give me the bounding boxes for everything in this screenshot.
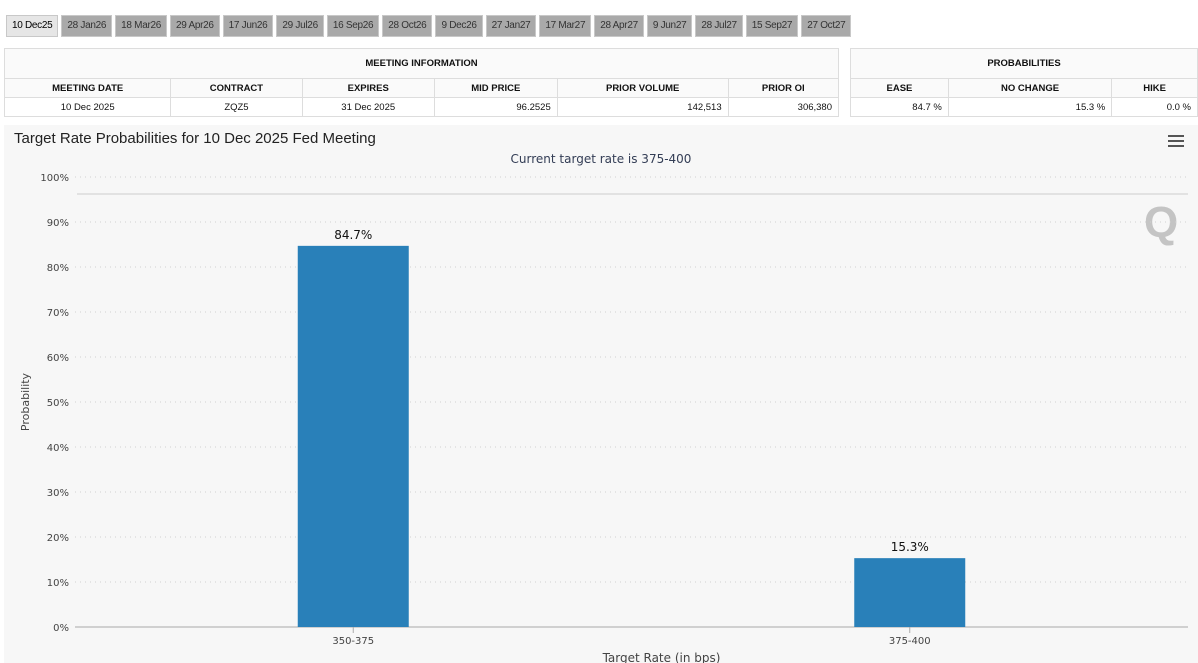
column-header: CONTRACT: [170, 78, 303, 98]
y-axis-title: Probability: [19, 372, 32, 431]
column-header: NO CHANGE: [947, 78, 1113, 98]
y-tick-label: 20%: [47, 533, 69, 544]
column-header: EXPIRES: [301, 78, 435, 98]
meeting-tab[interactable]: 10 Dec25: [6, 15, 59, 37]
column-header: EASE: [850, 78, 949, 98]
x-tick-label: 350-375: [332, 636, 374, 647]
chart-subtitle: Current target rate is 375-400: [510, 152, 692, 166]
meeting-tab[interactable]: 27 Oct27: [801, 15, 852, 37]
watermark-logo: Q: [1144, 198, 1178, 247]
table-cell: ZQZ5: [170, 97, 303, 117]
y-tick-label: 80%: [47, 263, 69, 274]
meeting-tab[interactable]: 16 Sep26: [326, 15, 380, 37]
meeting-info-title: MEETING INFORMATION: [4, 48, 839, 79]
table-cell: 84.7 %: [850, 97, 949, 117]
probabilities-title: PROBABILITIES: [850, 48, 1198, 79]
table-cell: 306,380: [727, 97, 840, 117]
table-cell: 31 Dec 2025: [301, 97, 435, 117]
column-header: HIKE: [1111, 78, 1198, 98]
meeting-tab[interactable]: 29 Apr26: [170, 15, 220, 37]
meeting-tab[interactable]: 9 Dec26: [435, 15, 483, 37]
x-tick-label: 375-400: [889, 636, 931, 647]
meeting-tab[interactable]: 17 Mar27: [539, 15, 592, 37]
table-cell: 10 Dec 2025: [3, 97, 172, 117]
table-cell: 0.0 %: [1111, 97, 1198, 117]
meeting-tab[interactable]: 28 Jul27: [695, 15, 743, 37]
column-header: PRIOR OI: [727, 78, 840, 98]
y-tick-label: 0%: [53, 623, 69, 634]
bar: [854, 558, 966, 627]
chart-svg: Q 0% 10% 20% 30% 40% 50% 60% 70% 80% 90% 100% 84.7% 3…: [19, 173, 1188, 663]
meeting-tab[interactable]: 28 Apr27: [594, 15, 644, 37]
probabilities-table: PROBABILITIES EASE NO CHANGE HIKE 84.7 % 15.…: [850, 48, 1198, 117]
y-tick-label: 100%: [40, 173, 69, 184]
meeting-tab[interactable]: 28 Jan26: [61, 15, 113, 37]
chart-menu-icon[interactable]: [1168, 135, 1184, 150]
y-tick-label: 60%: [47, 353, 69, 364]
meeting-tab[interactable]: 28 Oct26: [382, 15, 433, 37]
x-axis-title: Target Rate (in bps): [602, 651, 721, 663]
data-label: 84.7%: [334, 228, 372, 242]
meeting-tab[interactable]: 18 Mar26: [115, 15, 168, 37]
y-tick-label: 30%: [47, 488, 69, 499]
y-tick-label: 70%: [47, 308, 69, 319]
meeting-tab[interactable]: 17 Jun26: [222, 15, 274, 37]
meeting-information-table: MEETING INFORMATION MEETING DATE CONTRACT…: [3, 48, 840, 117]
data-label: 15.3%: [891, 540, 929, 554]
chart: Target Rate Probabilities for 10 Dec 202…: [4, 125, 1198, 663]
meeting-tabs: 10 Dec25 28 Jan26 18 Mar26 29 Apr26 17 Jun26…: [6, 15, 852, 37]
y-tick-label: 10%: [47, 578, 69, 589]
y-tick-label: 40%: [47, 443, 69, 454]
column-header: PRIOR VOLUME: [556, 78, 729, 98]
meeting-tab[interactable]: 27 Jan27: [485, 15, 537, 37]
chart-title: Target Rate Probabilities for 10 Dec 202…: [14, 130, 376, 147]
y-tick-label: 50%: [47, 398, 69, 409]
table-cell: 96.2525: [433, 97, 558, 117]
meeting-tab[interactable]: 15 Sep27: [745, 15, 799, 37]
table-cell: 15.3 %: [947, 97, 1113, 117]
meeting-tab[interactable]: 9 Jun27: [646, 15, 693, 37]
meeting-tab[interactable]: 29 Jul26: [276, 15, 324, 37]
y-tick-label: 90%: [47, 218, 69, 229]
bar: [297, 245, 409, 627]
column-header: MEETING DATE: [3, 78, 172, 98]
table-cell: 142,513: [556, 97, 729, 117]
column-header: MID PRICE: [433, 78, 558, 98]
